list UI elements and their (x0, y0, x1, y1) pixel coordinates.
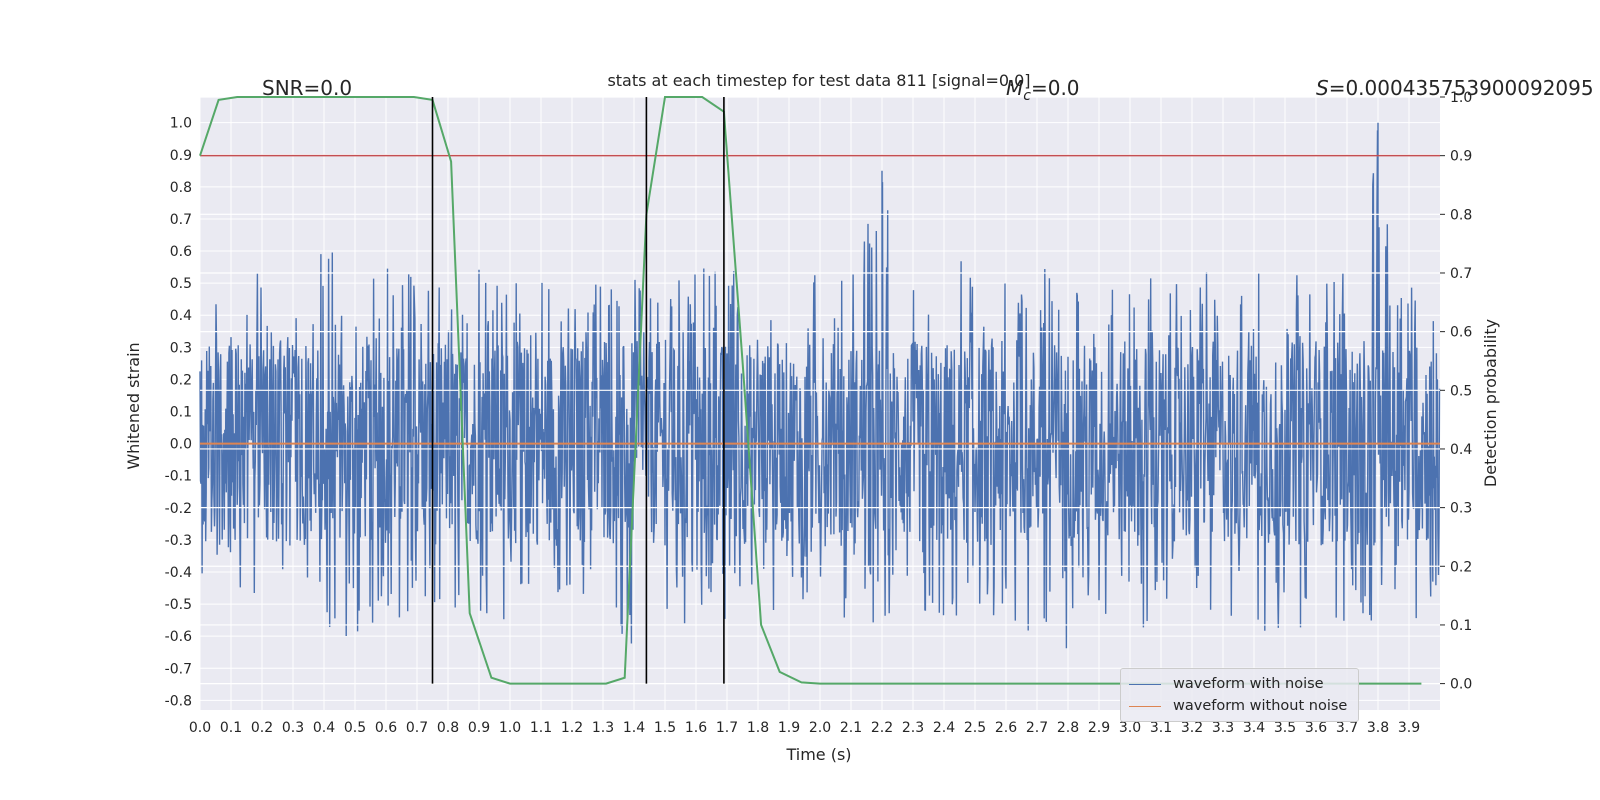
legend-swatch (1129, 705, 1161, 707)
x-tick-label: 3.4 (1243, 720, 1265, 736)
x-tick-label: 1.6 (685, 720, 707, 736)
y-tick-label: 0.7 (170, 212, 192, 228)
x-tick-label: 3.8 (1367, 720, 1389, 736)
y2-tick-label: 0.8 (1450, 207, 1472, 223)
annotations: SNR=0.0 Mc=0.0 S=0.000435753900092095 (262, 76, 1594, 104)
y-tick-label: 0.9 (170, 148, 192, 164)
legend-item-noise: waveform with noise (1129, 674, 1324, 694)
y2-tick-label: 0.4 (1450, 442, 1472, 458)
y2-tick-label: 0.6 (1450, 325, 1472, 341)
y-tick-label: 1.0 (170, 116, 192, 132)
x-tick-label: 0.2 (251, 720, 273, 736)
y-tick-label: -0.4 (165, 565, 192, 581)
y2-axis-label: Detection probability (1481, 319, 1500, 487)
y2-tick-label: 0.7 (1450, 266, 1472, 282)
x-tick-label: 1.0 (499, 720, 521, 736)
x-tick-label: 2.3 (902, 720, 924, 736)
y2-tick-label: 0.2 (1450, 559, 1472, 575)
y-tick-label: -0.7 (165, 661, 192, 677)
legend: waveform with noise waveform without noi… (1120, 668, 1359, 722)
y2-tick-label: 0.5 (1450, 383, 1472, 399)
x-tick-label: 2.2 (871, 720, 893, 736)
x-tick-label: 3.0 (1119, 720, 1141, 736)
y2-tick-label: 0.1 (1450, 618, 1472, 634)
x-tick-label: 3.1 (1150, 720, 1172, 736)
x-tick-label: 1.1 (530, 720, 552, 736)
x-tick-label: 3.2 (1181, 720, 1203, 736)
annotation-snr: SNR=0.0 (262, 76, 352, 100)
x-tick-label: 0.6 (375, 720, 397, 736)
x-tick-label: 0.9 (468, 720, 490, 736)
series-detection-probability (199, 96, 1422, 685)
y2-tick-labels: 0.0 0.1 0.2 0.3 0.4 0.5 0.6 0.7 0.8 0.9 1.0 (1440, 90, 1472, 693)
y-tick-label: 0.5 (170, 276, 192, 292)
x-tick-label: 0.3 (282, 720, 304, 736)
x-tick-label: 1.7 (716, 720, 738, 736)
x-tick-label: 2.0 (809, 720, 831, 736)
x-tick-label: 2.4 (933, 720, 955, 736)
x-tick-label: 2.5 (964, 720, 986, 736)
y-tick-label: -0.6 (165, 629, 192, 645)
x-tick-label: 3.7 (1336, 720, 1358, 736)
y-tick-label: 0.2 (170, 372, 192, 388)
y-tick-label: 0.4 (170, 308, 192, 324)
y-tick-label: 0.6 (170, 244, 192, 260)
x-tick-label: 3.6 (1305, 720, 1327, 736)
y-tick-labels: -0.8 -0.7 -0.6 -0.5 -0.4 -0.3 -0.2 -0.1 0.0 0.1 0.… (165, 116, 192, 710)
y-tick-label: 0.1 (170, 405, 192, 421)
x-tick-label: 2.9 (1088, 720, 1110, 736)
x-tick-label: 0.1 (220, 720, 242, 736)
y-tick-label: 0.3 (170, 340, 192, 356)
y2-tick-label: 0.0 (1450, 677, 1472, 693)
y-tick-label: -0.3 (165, 533, 192, 549)
chart-title: stats at each timestep for test data 811… (607, 71, 1030, 90)
x-tick-label: 1.9 (778, 720, 800, 736)
x-tick-label: 1.2 (561, 720, 583, 736)
y-tick-label: -0.5 (165, 597, 192, 613)
x-tick-labels: 0.0 0.1 0.2 0.3 0.4 0.5 0.6 0.7 0.8 0.9 1.0 1.1 1.2 1… (189, 720, 1420, 736)
x-tick-label: 0.0 (189, 720, 211, 736)
x-tick-label: 2.6 (995, 720, 1017, 736)
y-tick-label: -0.1 (165, 469, 192, 485)
y-tick-label: 0.0 (170, 437, 192, 453)
x-tick-label: 2.1 (840, 720, 862, 736)
x-tick-label: 0.8 (437, 720, 459, 736)
annotation-s-value: S=0.000435753900092095 (1316, 76, 1594, 100)
y2-tick-label: 1.0 (1450, 90, 1472, 106)
legend-swatch (1129, 683, 1161, 685)
x-tick-label: 1.4 (623, 720, 645, 736)
x-tick-label: 0.5 (344, 720, 366, 736)
annotation-chirp-mass: Mc=0.0 (1006, 76, 1080, 104)
vertical-markers (431, 97, 725, 684)
x-axis-label: Time (s) (785, 745, 851, 764)
x-tick-label: 1.5 (654, 720, 676, 736)
y-tick-label: -0.2 (165, 501, 192, 517)
x-tick-label: 2.8 (1057, 720, 1079, 736)
y2-tick-label: 0.3 (1450, 501, 1472, 517)
y-tick-label: -0.8 (165, 693, 192, 709)
x-tick-label: 1.3 (592, 720, 614, 736)
x-tick-label: 3.9 (1398, 720, 1420, 736)
x-tick-label: 0.4 (313, 720, 335, 736)
legend-label: waveform with noise (1173, 676, 1324, 692)
y-tick-label: 0.8 (170, 180, 192, 196)
x-tick-label: 3.3 (1212, 720, 1234, 736)
y-axis-label: Whitened strain (124, 342, 143, 469)
legend-item-clean: waveform without noise (1129, 696, 1347, 716)
x-tick-label: 2.7 (1026, 720, 1048, 736)
x-tick-label: 0.7 (406, 720, 428, 736)
detection-probability-line (199, 96, 1422, 685)
x-tick-label: 1.8 (747, 720, 769, 736)
x-tick-label: 3.5 (1274, 720, 1296, 736)
legend-label: waveform without noise (1173, 698, 1348, 714)
y2-tick-label: 0.9 (1450, 149, 1472, 165)
